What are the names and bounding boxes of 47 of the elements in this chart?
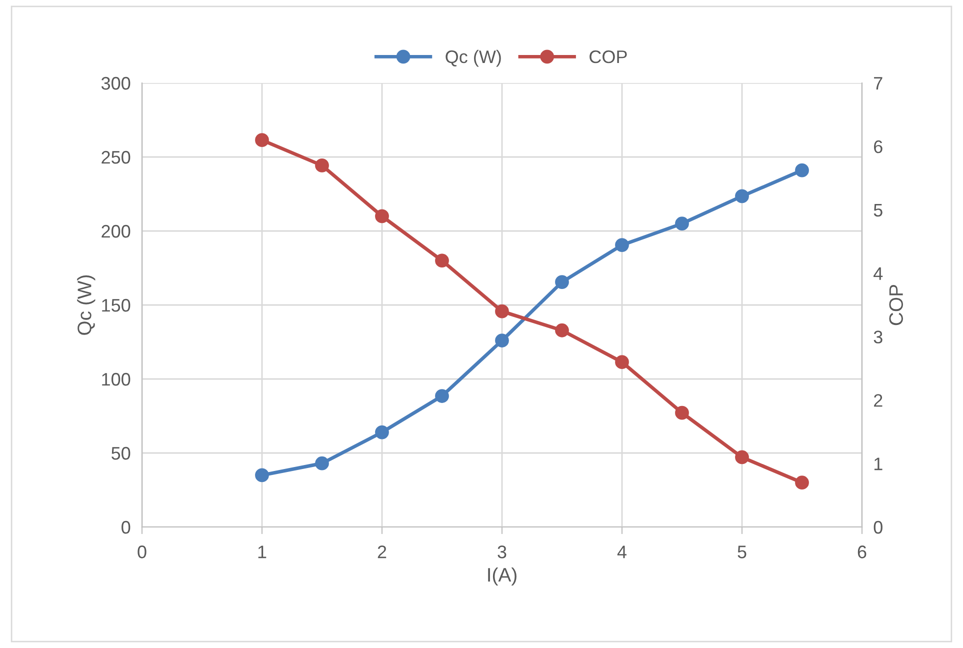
y-tick-label: 250 bbox=[102, 150, 130, 164]
y2-tick-label: 0 bbox=[874, 520, 882, 534]
point bbox=[735, 450, 749, 464]
point bbox=[435, 389, 449, 403]
y-tick-label: 200 bbox=[102, 224, 130, 238]
y2-tick-label: 7 bbox=[874, 77, 882, 90]
point bbox=[555, 323, 569, 338]
point bbox=[495, 334, 509, 348]
y2-tick-label: 3 bbox=[874, 330, 882, 344]
y2-tick-label: 6 bbox=[874, 140, 882, 154]
x-tick-label: 4 bbox=[617, 546, 626, 558]
y2-tick-label: 4 bbox=[874, 267, 883, 280]
x-tick-label: 3 bbox=[498, 546, 506, 558]
legend-label: Qc (W) bbox=[446, 50, 501, 67]
y-tick-label: 300 bbox=[101, 76, 130, 90]
y2-axis-title: COP bbox=[889, 284, 903, 326]
point bbox=[375, 209, 389, 224]
point bbox=[675, 216, 689, 231]
y-axis-title: Qc (W) bbox=[77, 275, 96, 335]
y-tick-label: 150 bbox=[102, 298, 130, 312]
point bbox=[495, 304, 509, 318]
x-tick-label: 2 bbox=[378, 546, 386, 558]
x-tick-label: 5 bbox=[738, 546, 746, 558]
y-tick-label: 50 bbox=[112, 446, 130, 460]
y2-tick-label: 5 bbox=[874, 204, 882, 217]
point bbox=[435, 254, 449, 268]
y2-tick-label: 2 bbox=[874, 394, 882, 407]
point bbox=[735, 189, 749, 204]
point bbox=[615, 355, 629, 370]
point bbox=[375, 425, 389, 440]
point bbox=[675, 406, 689, 420]
point bbox=[315, 158, 329, 172]
point bbox=[555, 275, 569, 290]
y2-tick-label: 1 bbox=[874, 458, 882, 470]
y-tick-label: 0 bbox=[122, 520, 130, 534]
point bbox=[795, 476, 809, 490]
x-tick-label: 0 bbox=[138, 546, 146, 558]
x-tick-label: 6 bbox=[858, 546, 866, 558]
point bbox=[255, 133, 269, 148]
legend-label: COP bbox=[590, 50, 627, 64]
point bbox=[615, 238, 629, 252]
point bbox=[255, 468, 269, 482]
x-tick-label: 1 bbox=[258, 546, 266, 558]
point bbox=[315, 456, 329, 470]
x-axis-title: I(A) bbox=[488, 567, 516, 586]
point bbox=[795, 163, 809, 178]
y-tick-label: 100 bbox=[102, 372, 130, 386]
